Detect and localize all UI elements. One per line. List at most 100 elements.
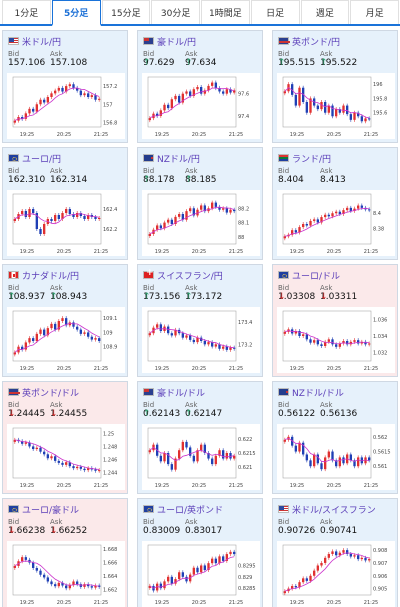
candle-body [28, 209, 31, 217]
currency-pair-link[interactable]: ユーロ/英ポンド [157, 505, 224, 516]
rate-card[interactable]: カナダドル/円 Bid Ask ↑ 108.937 ↑ 108.943 109.1 1… [2, 264, 128, 377]
ask-price: 0.90741 [320, 526, 357, 536]
rate-card[interactable]: スイスフラン/円 Bid Ask ↑173.156 ↑173.172 173.4… [137, 264, 263, 377]
rate-card[interactable]: 英ポンド/ドル Bid Ask ↓ 1.24445 ↓ 1.24455 1.25 1.… [2, 381, 128, 494]
ask-price: 157.108 [50, 58, 87, 68]
candle-body [232, 551, 236, 555]
candle-body [327, 553, 331, 558]
candle-body [305, 454, 309, 461]
price-chart[interactable]: 97.6 97.4 19:25 20:25 21:25 [142, 73, 260, 139]
candle-body [214, 344, 218, 347]
price-chart[interactable]: 157.2 157 156.8 19:25 20:25 21:25 [7, 73, 125, 139]
bid-price: ↑ 108.937 [8, 292, 45, 302]
candle-body [290, 586, 294, 589]
candle-body [221, 208, 225, 210]
rate-card[interactable]: ユーロ/英ポンド Bid Ask 0.83009 0.83017 0.8295 0… [137, 498, 263, 607]
price-chart[interactable]: 0.908 0.907 0.906 0.905 19:25 20:25 21:25 [277, 541, 395, 607]
candlestick-chart: 1.668 1.666 1.664 1.662 19:25 20:25 21:25 [12, 544, 117, 606]
price-chart[interactable]: 173.4 173.2 19:25 20:25 21:25 [142, 307, 260, 373]
candle-body [225, 554, 229, 561]
candle-body [312, 219, 316, 221]
currency-pair-link[interactable]: スイスフラン/円 [157, 271, 223, 282]
rate-card[interactable]: ユーロ/円 Bid Ask 162.310 162.314 162.4 162.2… [2, 147, 128, 260]
currency-pair-link[interactable]: 米ドル/スイスフラン [292, 505, 376, 516]
y-tick-label: 162.4 [103, 207, 117, 213]
moving-average-line [149, 327, 235, 349]
y-tick-label: 157.2 [103, 84, 117, 90]
rate-card[interactable]: NZドル/ドル Bid Ask 0.56122 0.56136 0.562 0.5… [272, 381, 398, 494]
tab-4[interactable]: 1時間足 [201, 0, 250, 24]
candle-body [68, 322, 72, 326]
x-tick-label: 20:25 [192, 600, 206, 606]
rate-card[interactable]: 英ポンド/円 Bid Ask ↑ 195.515 ↑ 195.522 196 195.… [272, 30, 398, 143]
currency-pair-link[interactable]: 英ポンド/ドル [22, 388, 80, 399]
candle-body [61, 462, 64, 465]
currency-pair-link[interactable]: 豪ドル/円 [157, 37, 197, 48]
price-chart[interactable]: 1.668 1.666 1.664 1.662 19:25 20:25 21:25 [7, 541, 125, 607]
currency-pair-link[interactable]: ユーロ/豪ドル [22, 505, 80, 516]
rate-card[interactable]: 米ドル/スイスフラン Bid Ask 0.90726 0.90741 0.908… [272, 498, 398, 607]
price-chart[interactable]: 0.562 0.5615 0.561 19:25 20:25 21:25 [277, 424, 395, 490]
tab-2[interactable]: 15分足 [101, 0, 151, 24]
currency-pair-link[interactable]: ユーロ/円 [22, 154, 62, 165]
flag-ca-icon [8, 271, 19, 279]
chart-frame [12, 76, 102, 128]
tab-1[interactable]: 5分足 [51, 0, 101, 26]
bid-value: 1.24445 [8, 409, 46, 419]
rate-card[interactable]: 豪ドル/円 Bid Ask ↑ 97.629 ↑ 97.634 97.6 97.4 19… [137, 30, 263, 143]
currency-pair-link[interactable]: カナダドル/円 [22, 271, 80, 282]
candle-body [31, 338, 35, 341]
currency-pair-link[interactable]: 英ポンド/円 [292, 37, 341, 48]
tab-7[interactable]: 月足 [350, 0, 399, 24]
bid-value: 0.90726 [278, 526, 316, 536]
price-chart[interactable]: 1.25 1.248 1.246 1.244 19:25 20:25 21:25 [7, 424, 125, 490]
tab-6[interactable]: 週足 [300, 0, 350, 24]
candle-body [61, 582, 64, 586]
bid-label: Bid [278, 167, 290, 175]
tab-0[interactable]: 1分足 [2, 0, 51, 24]
rate-card[interactable]: 米ドル/円 Bid Ask 157.106 157.108 157.2 157 15… [2, 30, 128, 143]
candle-body [188, 335, 192, 340]
card-header: 英ポンド/円 [278, 35, 341, 48]
candle-body [13, 439, 17, 442]
rate-card[interactable]: 豪ドル/ドル Bid Ask ↑ 0.62143 ↑ 0.62147 0.622 0.… [137, 381, 263, 494]
price-chart[interactable]: 8.4 8.38 19:25 20:25 21:25 [277, 190, 395, 256]
price-chart[interactable]: 196 195.8 195.6 19:25 20:25 21:25 [277, 73, 395, 139]
currency-pair-link[interactable]: 米ドル/円 [22, 37, 62, 48]
rate-card[interactable]: ユーロ/豪ドル Bid Ask ↓ 1.66238 ↓ 1.66252 1.668 1… [2, 498, 128, 607]
candle-body [68, 209, 72, 214]
chart-frame [147, 427, 237, 479]
x-tick-label: 21:25 [94, 366, 108, 372]
ask-label: Ask [185, 284, 198, 292]
rate-card[interactable]: ランド/円 Bid Ask 8.404 8.413 8.4 8.38 19:25 20… [272, 147, 398, 260]
candle-body [218, 556, 221, 564]
tab-5[interactable]: 日足 [250, 0, 300, 24]
candle-body [97, 470, 101, 472]
price-chart[interactable]: 0.622 0.6215 0.621 19:25 20:25 21:25 [142, 424, 260, 490]
price-chart[interactable]: 0.8295 0.829 0.8285 19:25 20:25 21:25 [142, 541, 260, 607]
candle-body [298, 331, 301, 336]
candle-body [181, 214, 185, 220]
candle-body [174, 458, 177, 470]
currency-pair-link[interactable]: NZドル/ドル [292, 388, 344, 399]
price-chart[interactable]: 162.4 162.2 19:25 20:25 21:25 [7, 190, 125, 256]
bid-label: Bid [8, 401, 20, 409]
currency-pair-link[interactable]: ユーロ/ドル [292, 271, 341, 282]
y-tick-label: 157 [103, 102, 113, 108]
currency-pair-link[interactable]: 豪ドル/ドル [157, 388, 206, 399]
rate-card[interactable]: NZドル/円 Bid Ask ↑ 88.178 ↑ 88.185 88.2 88.1 8… [137, 147, 263, 260]
price-chart[interactable]: 88.2 88.1 88 19:25 20:25 21:25 [142, 190, 260, 256]
candle-body [199, 87, 203, 94]
rate-card[interactable]: ユーロ/ドル Bid Ask ↓ 1.03308 ↓ 1.03311 1.036 1.… [272, 264, 398, 377]
candle-body [298, 582, 301, 588]
candle-body [345, 105, 349, 115]
currency-pair-link[interactable]: ランド/円 [292, 154, 332, 165]
candle-body [64, 585, 68, 589]
currency-pair-link[interactable]: NZドル/円 [157, 154, 200, 165]
price-chart[interactable]: 1.036 1.034 1.032 19:25 20:25 21:25 [277, 307, 395, 373]
x-tick-label: 20:25 [57, 366, 71, 372]
candle-body [225, 453, 229, 459]
trend-up-icon: ↑ [143, 58, 151, 68]
price-chart[interactable]: 109.1 109 108.9 19:25 20:25 21:25 [7, 307, 125, 373]
tab-3[interactable]: 30分足 [151, 0, 200, 24]
